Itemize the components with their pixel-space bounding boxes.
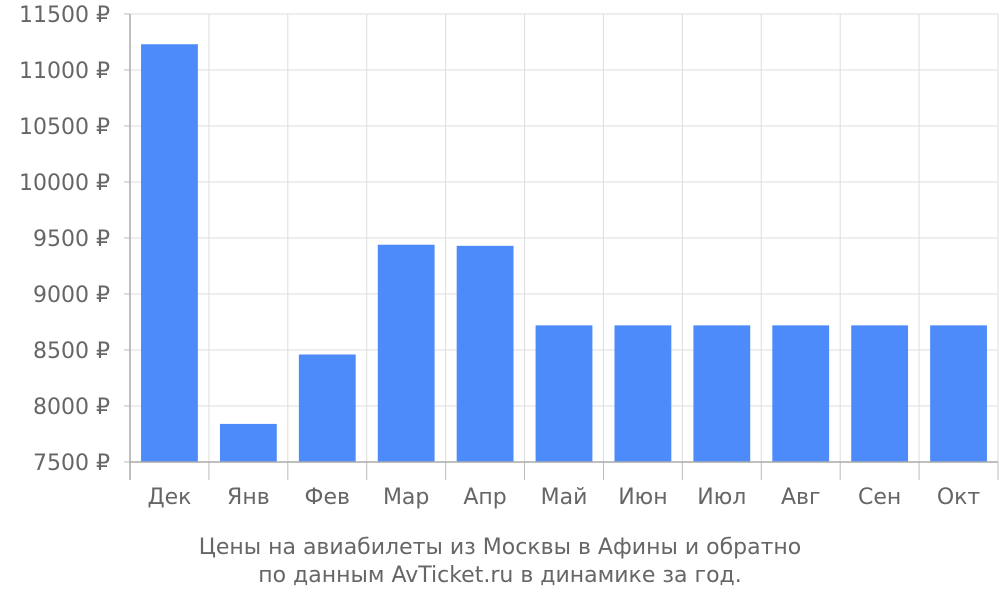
x-tick-label: Июл — [697, 485, 746, 510]
x-tick-label: Сен — [858, 485, 901, 510]
bar-8 — [693, 325, 751, 462]
bar-4 — [377, 244, 435, 462]
y-tick-label: 10500 ₽ — [19, 115, 110, 140]
y-tick-label: 11000 ₽ — [19, 59, 110, 84]
bar-9 — [772, 325, 830, 462]
x-tick-label: Окт — [937, 485, 981, 510]
bar-5 — [456, 245, 514, 462]
x-axis-tick-labels: Дек Янв Фев Мар Апр Май Июн Июл Авг Сен Окт — [147, 485, 980, 510]
x-tick-label: Янв — [227, 485, 270, 510]
bar-11 — [930, 325, 987, 462]
bar-10 — [851, 325, 909, 462]
bar-6 — [535, 325, 593, 462]
x-tick-label: Июн — [618, 485, 667, 510]
y-tick-label: 7500 ₽ — [33, 451, 110, 476]
x-tick-label: Апр — [463, 485, 506, 510]
bar-3 — [298, 354, 356, 462]
chart-caption-line-1: Цены на авиабилеты из Москвы в Афины и о… — [198, 535, 802, 560]
x-tick-label: Авг — [781, 485, 821, 510]
y-tick-label: 8000 ₽ — [33, 395, 110, 420]
y-tick-label: 10000 ₽ — [19, 171, 110, 196]
x-tick-label: Дек — [147, 485, 191, 510]
y-tick-label: 9500 ₽ — [33, 227, 110, 252]
y-tick-label: 9000 ₽ — [33, 283, 110, 308]
x-tick-label: Май — [541, 485, 588, 510]
x-tick-label: Фев — [305, 485, 350, 510]
y-tick-label: 8500 ₽ — [33, 339, 110, 364]
bars — [141, 44, 987, 463]
grid-lines — [129, 13, 999, 463]
axes — [124, 13, 999, 480]
y-axis-tick-labels: 7500 ₽ 8000 ₽ 8500 ₽ 9000 ₽ 9500 ₽ 10000 ₽ 105… — [19, 3, 110, 476]
x-tick-label: Мар — [383, 485, 429, 510]
chart-caption-line-2: по данным AvTicket.ru в динамике за год. — [258, 563, 742, 588]
bar-chart: 7500 ₽ 8000 ₽ 8500 ₽ 9000 ₽ 9500 ₽ 10000 ₽ 105… — [19, 3, 999, 510]
bar-2 — [219, 423, 277, 462]
bar-7 — [614, 325, 672, 462]
y-tick-label: 11500 ₽ — [19, 3, 110, 28]
bar-1 — [141, 44, 198, 463]
